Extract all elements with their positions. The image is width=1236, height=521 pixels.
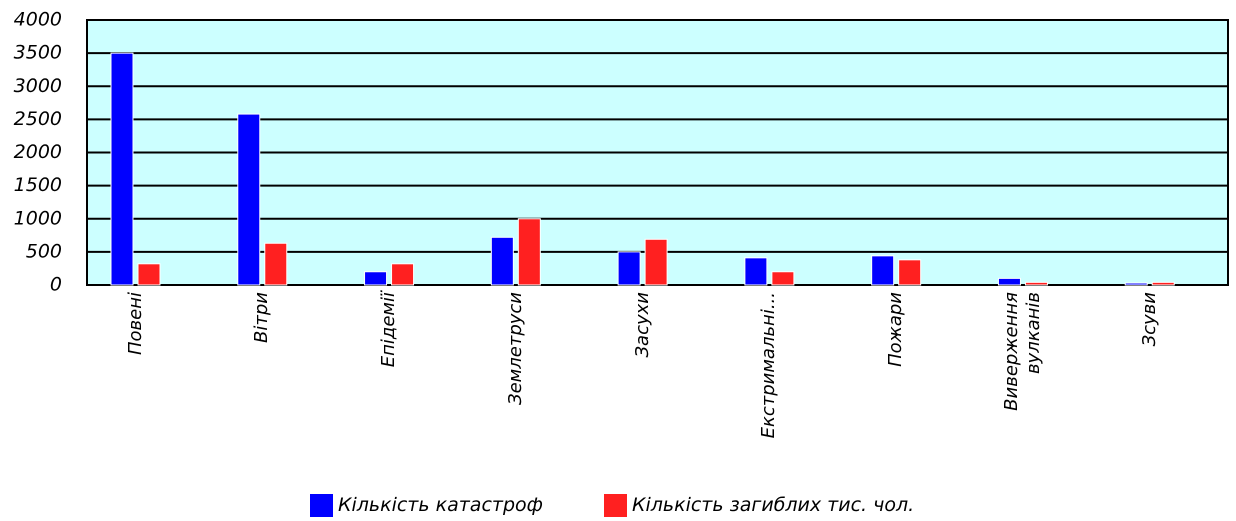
y-tick-label: 3000 xyxy=(14,75,62,97)
legend-swatch xyxy=(310,493,333,517)
bar xyxy=(391,263,415,286)
bar xyxy=(771,271,795,286)
legend-item: Кількість загиблих тис. чол. xyxy=(604,492,914,518)
bar xyxy=(871,255,895,286)
bar xyxy=(898,259,922,286)
legend-label: Кількість катастроф xyxy=(338,494,543,516)
y-tick-label: 4000 xyxy=(14,9,62,31)
bar xyxy=(517,218,541,286)
y-tick-label: 500 xyxy=(26,240,62,262)
bar xyxy=(364,271,388,286)
bar xyxy=(644,238,668,286)
legend-item: Кількість катастроф xyxy=(310,492,543,518)
y-tick-label: 1000 xyxy=(14,207,62,229)
x-tick-label: Екстримальні... xyxy=(758,292,780,439)
y-tick-label: 1500 xyxy=(14,174,62,196)
y-tick-label: 0 xyxy=(50,274,62,296)
bar xyxy=(1124,282,1148,286)
x-tick-label: Зсуви xyxy=(1138,292,1160,347)
bar xyxy=(744,257,768,286)
legend-label: Кількість загиблих тис. чол. xyxy=(632,494,915,516)
bar xyxy=(490,236,514,286)
x-tick-label: Вітри xyxy=(251,292,273,343)
y-tick-label: 2000 xyxy=(14,141,62,163)
legend-swatch xyxy=(604,493,627,517)
bar xyxy=(237,113,261,286)
bar xyxy=(1024,281,1048,286)
bar xyxy=(617,251,641,286)
x-tick-label: Повені xyxy=(124,292,146,355)
y-tick-label: 3500 xyxy=(14,42,62,64)
x-tick-label: Пожари xyxy=(885,292,907,367)
x-tick-label: Засухи xyxy=(631,292,653,358)
x-tick-label: Землетруси xyxy=(504,292,526,405)
bar xyxy=(264,242,288,286)
bar xyxy=(137,263,161,286)
y-tick-label: 2500 xyxy=(14,108,62,130)
bar xyxy=(997,277,1021,286)
x-tick-label: Виверження вулканів xyxy=(1000,292,1044,411)
bar xyxy=(1151,281,1175,286)
bar xyxy=(110,52,134,286)
x-tick-label: Епідемії xyxy=(378,292,400,368)
